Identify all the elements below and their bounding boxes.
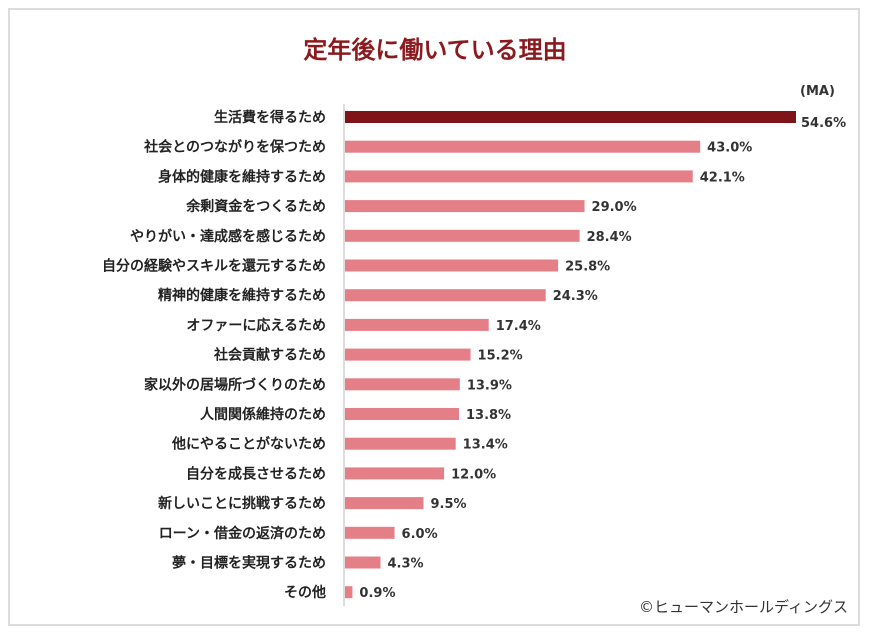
category-label: 社会貢献するため: [213, 347, 326, 364]
value-label: 42.1%: [700, 170, 745, 185]
category-label: 社会とのつながりを保つため: [143, 139, 326, 156]
value-label: 25.8%: [565, 260, 610, 275]
value-label: 13.4%: [463, 438, 508, 453]
chart-frame: [8, 8, 860, 626]
bar: [345, 556, 381, 569]
bar: [345, 408, 459, 420]
bar: [345, 200, 585, 213]
value-label: 28.4%: [587, 230, 632, 245]
category-label: 人間関係維持のため: [200, 406, 326, 423]
value-label: 13.8%: [466, 408, 511, 423]
value-label: 29.0%: [592, 200, 637, 215]
bar: [345, 526, 395, 539]
category-label: その他: [284, 584, 326, 601]
bar: [345, 378, 460, 391]
category-label: 余剰資金をつくるため: [185, 198, 326, 215]
chart-title: 定年後に働いている理由: [303, 36, 567, 64]
category-label: やりがい・達成感を感じるため: [130, 228, 326, 245]
category-label: 生活費を得るため: [214, 109, 326, 126]
category-label: ローン・借金の返済のため: [159, 525, 326, 542]
copyright-credit: ©ヒューマンホールディングス: [639, 598, 848, 616]
category-label: 他にやることがないため: [171, 436, 326, 453]
value-label: 13.9%: [467, 378, 512, 393]
bar: [345, 586, 353, 599]
bar: [345, 229, 580, 242]
value-label: 12.0%: [451, 467, 496, 482]
bar: [345, 289, 546, 302]
value-label: 15.2%: [478, 349, 523, 364]
value-label: 6.0%: [402, 527, 438, 542]
bar: [345, 497, 424, 510]
value-label: 9.5%: [430, 497, 466, 512]
value-label: 4.3%: [388, 557, 424, 572]
category-label: 精神的健康を維持するため: [158, 287, 326, 304]
category-label: 身体的健康を維持するため: [158, 168, 326, 185]
category-label: 新しいことに挑戦するため: [158, 495, 326, 512]
category-label: 自分の経験やスキルを還元するため: [102, 258, 326, 275]
bar: [345, 318, 489, 331]
category-label: 家以外の居場所づくりのため: [144, 376, 326, 393]
category-label: 自分を成長させるため: [186, 465, 326, 482]
value-label: 24.3%: [553, 289, 598, 304]
bar: [345, 467, 445, 480]
bar: [345, 437, 456, 450]
category-label: 夢・目標を実現するため: [172, 555, 326, 572]
bar: [345, 140, 701, 153]
value-label: 54.6%: [801, 116, 846, 131]
bar: [345, 170, 693, 183]
value-label: 43.0%: [707, 141, 752, 156]
value-label: 0.9%: [359, 586, 395, 601]
value-label: 17.4%: [496, 319, 541, 334]
category-label: オファーに応えるため: [186, 317, 326, 334]
bar: [345, 348, 471, 361]
bar: [345, 111, 796, 123]
bar: [345, 259, 559, 272]
unit-note: (MA): [800, 84, 835, 99]
